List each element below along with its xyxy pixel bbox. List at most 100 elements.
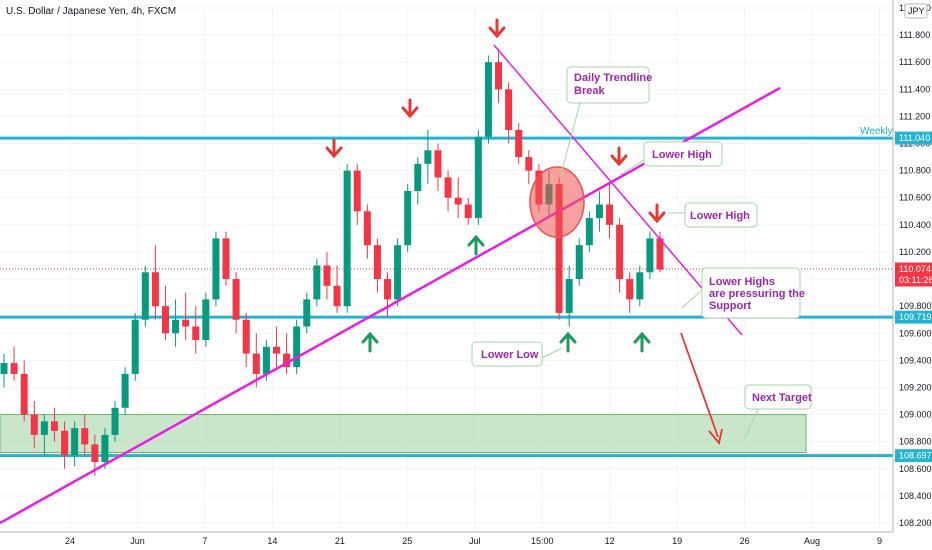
candle-body bbox=[384, 279, 392, 300]
lower-high-label-2: Lower High bbox=[690, 210, 750, 222]
callout-lower-high-2: Lower High bbox=[668, 202, 758, 228]
candle-body bbox=[636, 272, 644, 300]
callout-lower-highs-support: Lower Highs are pressuring the Support bbox=[681, 267, 805, 319]
support-price-tag-text: 109.719 bbox=[899, 312, 932, 322]
target-arrow bbox=[680, 332, 719, 438]
candle-body bbox=[434, 150, 442, 178]
x-tick-label: 15:00 bbox=[531, 536, 554, 546]
candle-body bbox=[283, 353, 291, 368]
candle-body bbox=[606, 204, 614, 225]
candle-body bbox=[585, 218, 593, 246]
y-tick-label: 108.200 bbox=[899, 518, 932, 528]
descending-trendline bbox=[493, 44, 743, 336]
x-tick-label: 24 bbox=[65, 536, 75, 546]
candle-body bbox=[595, 204, 603, 219]
y-tick-label: 109.400 bbox=[899, 355, 932, 365]
candle-body bbox=[101, 434, 109, 463]
candle-body bbox=[232, 279, 240, 320]
weekly-price-tag: 111.040 bbox=[895, 131, 932, 145]
candle-body bbox=[111, 407, 119, 435]
x-tick-label: Aug bbox=[804, 536, 820, 546]
x-tick-label: Jul bbox=[469, 536, 481, 546]
candle-body bbox=[626, 279, 634, 300]
x-tick-label: 12 bbox=[605, 536, 615, 546]
x-tick-label: 26 bbox=[740, 536, 750, 546]
lower-highs-label-1: Lower Highs bbox=[709, 276, 775, 288]
candle-body bbox=[394, 245, 402, 300]
candle-body bbox=[262, 346, 270, 374]
last-price-tag: 110.074 03:11:26 bbox=[895, 262, 932, 287]
y-tick-label: 110.400 bbox=[899, 220, 931, 230]
candle-body bbox=[0, 363, 8, 374]
y-tick-label: 109.200 bbox=[899, 382, 932, 392]
candle-body bbox=[141, 272, 149, 320]
candle-body bbox=[242, 319, 250, 354]
candle-body bbox=[71, 428, 79, 456]
candle-body bbox=[161, 306, 169, 334]
candle-body bbox=[464, 204, 472, 219]
candle-body bbox=[30, 414, 38, 435]
y-tick-label: 110.800 bbox=[899, 166, 931, 176]
candle-body bbox=[40, 421, 48, 435]
candle-body bbox=[515, 129, 523, 158]
weekly-price-tag-text: 111.040 bbox=[899, 133, 930, 143]
down-arrow-icon bbox=[610, 146, 628, 167]
callout-lower-high-1: Lower High bbox=[619, 141, 723, 176]
x-axis-ticks: 24 Jun 7 14 21 25 Jul 15:00 12 19 26 Aug 9 bbox=[65, 536, 882, 546]
candle-body bbox=[454, 197, 462, 205]
candle-body bbox=[20, 373, 28, 415]
candle-body bbox=[121, 373, 129, 408]
candle-body bbox=[212, 238, 220, 300]
candle-body bbox=[474, 136, 482, 219]
candle-body bbox=[313, 265, 321, 300]
y-tick-label: 111.800 bbox=[899, 30, 930, 40]
lower-low-label: Lower Low bbox=[481, 349, 539, 361]
lower-highs-label-3: Support bbox=[709, 300, 751, 312]
x-tick-label: 14 bbox=[267, 536, 277, 546]
currency-badge[interactable]: JPY bbox=[904, 3, 928, 19]
y-tick-label: 110.600 bbox=[899, 193, 931, 203]
x-tick-label: 21 bbox=[335, 536, 345, 546]
support-price-tag: 109.719 bbox=[895, 310, 932, 324]
down-arrow-icon bbox=[325, 138, 343, 159]
candle-body bbox=[252, 353, 260, 374]
candle-body bbox=[616, 224, 624, 280]
next-target-label: Next Target bbox=[752, 392, 812, 404]
candle-body bbox=[272, 346, 280, 354]
down-arrows bbox=[325, 18, 666, 224]
up-arrow-icon bbox=[559, 331, 577, 353]
candle-body bbox=[565, 279, 573, 313]
x-tick-label: Jun bbox=[130, 536, 145, 546]
candle-body bbox=[444, 177, 452, 198]
lower-high-label-1: Lower High bbox=[652, 149, 712, 161]
trendline-break-label-1: Daily Trendline bbox=[574, 72, 652, 84]
candle-body bbox=[343, 170, 351, 307]
y-tick-label: 110.200 bbox=[899, 247, 931, 257]
trendline-break-label-2: Break bbox=[574, 85, 605, 97]
candle-body bbox=[50, 421, 58, 431]
x-tick-label: 19 bbox=[672, 536, 682, 546]
y-tick-label: 108.600 bbox=[899, 464, 932, 474]
target-zone bbox=[0, 414, 807, 454]
up-arrow-icon bbox=[467, 234, 485, 256]
candle-body bbox=[525, 157, 533, 171]
up-arrows bbox=[361, 234, 651, 353]
y-tick-label: 111.200 bbox=[899, 111, 930, 121]
y-tick-label: 109.000 bbox=[899, 410, 932, 420]
callout-lower-low: Lower Low bbox=[471, 341, 563, 367]
chart-title: U.S. Dollar / Japanese Yen, 4h, FXCM bbox=[6, 6, 176, 17]
candle-body bbox=[91, 444, 99, 463]
candle-body bbox=[414, 163, 422, 191]
candle-body bbox=[151, 272, 159, 307]
lower-price-tag: 108.697 bbox=[895, 449, 932, 463]
candle-body bbox=[172, 319, 180, 334]
candle-body bbox=[363, 211, 371, 246]
candle-body bbox=[353, 170, 361, 212]
last-price-tag-text: 110.074 bbox=[899, 264, 931, 274]
x-tick-label: 9 bbox=[877, 536, 882, 546]
candle-body bbox=[505, 89, 513, 130]
y-tick-label: 108.400 bbox=[899, 491, 932, 501]
candle-body bbox=[61, 430, 69, 456]
down-arrow-icon bbox=[401, 98, 419, 119]
